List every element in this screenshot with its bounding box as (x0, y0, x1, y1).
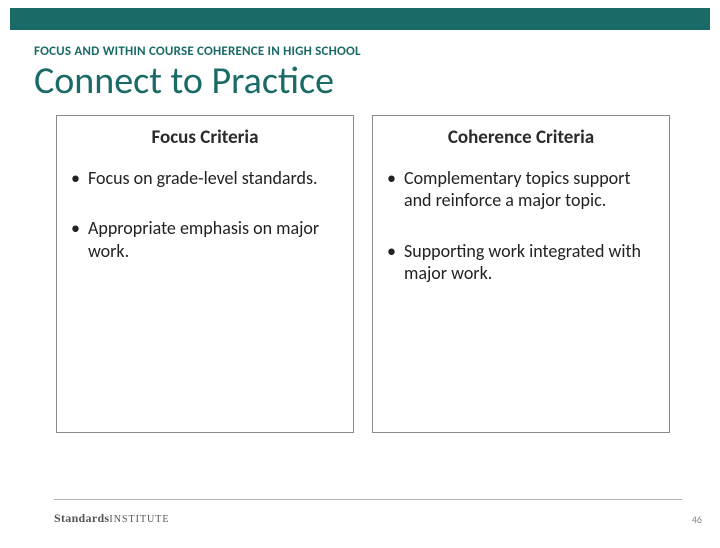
brand-label: StandardsINSTITUTE (54, 511, 170, 526)
top-accent-bar (10, 8, 710, 30)
focus-bullet-1: • Focus on grade-level standards. (71, 167, 339, 190)
coherence-criteria-box: Coherence Criteria • Complementary topic… (372, 115, 670, 433)
focus-bullet-2: • Appropriate emphasis on major work. (71, 217, 339, 262)
focus-criteria-box: Focus Criteria • Focus on grade-level st… (56, 115, 354, 433)
footer-divider (54, 499, 682, 500)
slide-title: Connect to Practice (34, 61, 720, 103)
coherence-bullet-2: • Supporting work integrated with major … (387, 240, 655, 285)
page-number: 46 (692, 513, 702, 526)
coherence-bullet-2-text: Supporting work integrated with major wo… (404, 240, 655, 285)
bullet-dot-icon: • (71, 217, 80, 262)
focus-bullet-1-text: Focus on grade-level standards. (88, 167, 318, 190)
bullet-dot-icon: • (387, 240, 396, 285)
kicker-text: FOCUS AND WITHIN COURSE COHERENCE IN HIG… (34, 44, 720, 59)
criteria-columns: Focus Criteria • Focus on grade-level st… (56, 115, 682, 433)
coherence-criteria-header: Coherence Criteria (387, 126, 655, 149)
bullet-dot-icon: • (71, 167, 80, 190)
coherence-bullet-1: • Complementary topics support and reinf… (387, 167, 655, 212)
brand-light: INSTITUTE (109, 514, 169, 525)
focus-criteria-header: Focus Criteria (71, 126, 339, 149)
bullet-dot-icon: • (387, 167, 396, 212)
focus-bullet-2-text: Appropriate emphasis on major work. (88, 217, 339, 262)
coherence-bullet-1-text: Complementary topics support and reinfor… (404, 167, 655, 212)
brand-bold: Standards (54, 511, 109, 525)
